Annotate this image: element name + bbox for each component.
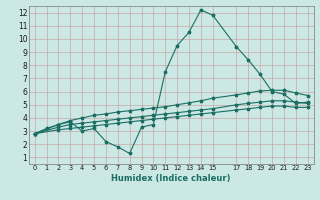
X-axis label: Humidex (Indice chaleur): Humidex (Indice chaleur) [111, 174, 231, 183]
